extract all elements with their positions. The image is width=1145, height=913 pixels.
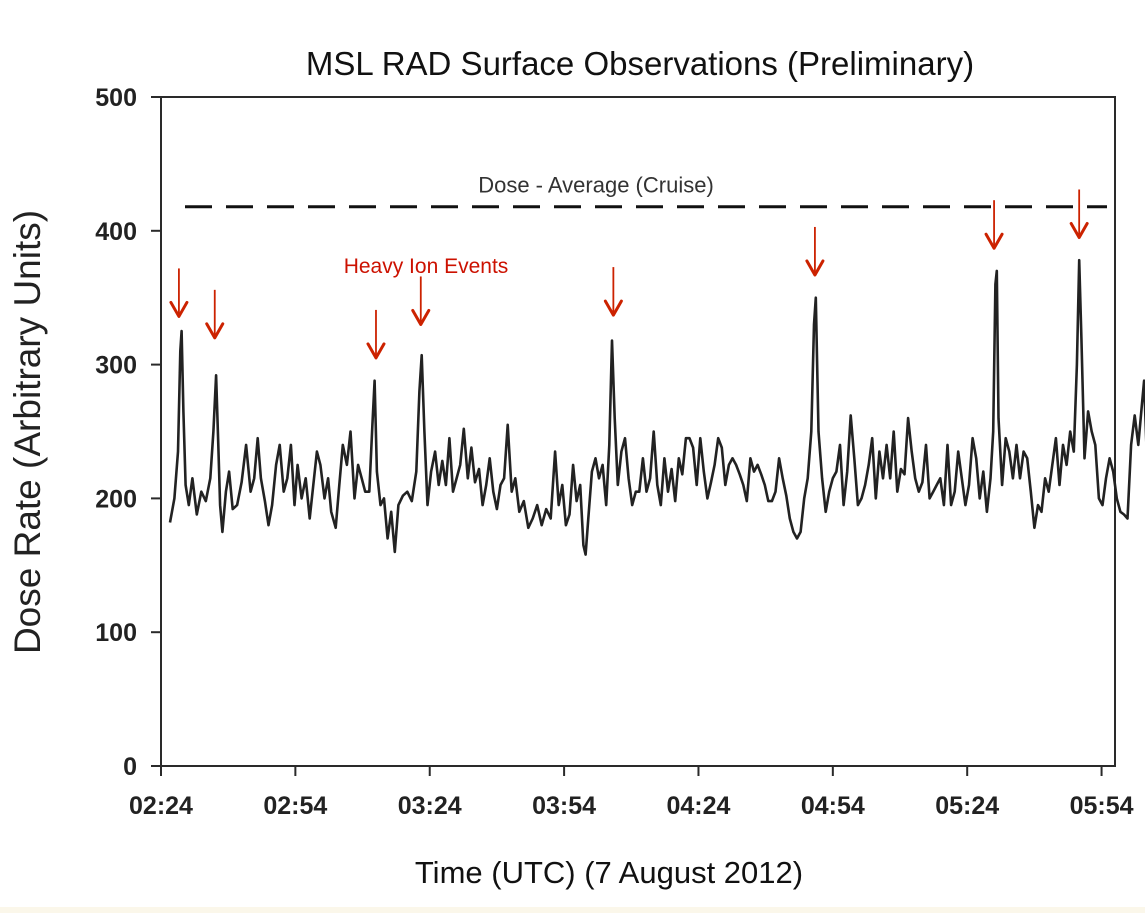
x-tick-label: 04:54 — [801, 792, 865, 820]
y-tick-label: 500 — [95, 84, 137, 112]
x-tick-label: 02:54 — [263, 792, 327, 820]
chart-title: MSL RAD Surface Observations (Preliminar… — [306, 45, 974, 82]
y-tick-label: 200 — [95, 485, 137, 513]
plot-area-frame — [160, 96, 1116, 767]
y-axis-label: Dose Rate (Arbitrary Units) — [7, 210, 48, 654]
y-tick-label: 100 — [95, 619, 137, 647]
cruise-average-label: Dose - Average (Cruise) — [478, 173, 714, 198]
heavy-ion-event-arrow — [205, 289, 225, 340]
heavy-ion-event-arrows — [169, 189, 1089, 360]
cruise-average-reference: Dose - Average (Cruise) — [185, 173, 1107, 209]
y-tick-label: 400 — [95, 218, 137, 246]
series-group — [168, 258, 1145, 556]
y-tick-label: 0 — [123, 753, 137, 781]
y-axis-ticks: 0 100 200 300 400 500 — [95, 84, 161, 781]
heavy-ion-event-arrow — [805, 226, 825, 277]
x-axis-ticks: 02:24 02:54 03:24 03:54 04:24 04:54 05:24 05:54 — [129, 766, 1134, 820]
dose-rate-series-line — [168, 258, 1145, 556]
heavy-ion-event-arrow — [169, 268, 189, 318]
x-tick-label: 05:24 — [935, 792, 999, 820]
x-tick-label: 05:54 — [1070, 792, 1134, 820]
x-tick-label: 02:24 — [129, 792, 193, 820]
y-tick-label: 300 — [95, 352, 137, 380]
heavy-ion-event-arrow — [603, 267, 623, 317]
x-tick-label: 03:24 — [398, 792, 462, 820]
bottom-strip — [0, 907, 1145, 913]
heavy-ion-event-arrow — [1069, 189, 1089, 239]
heavy-ion-events-label: Heavy Ion Events — [344, 255, 509, 278]
x-tick-label: 03:54 — [532, 792, 596, 820]
heavy-ion-event-arrow — [411, 276, 431, 326]
x-tick-label: 04:24 — [666, 792, 730, 820]
x-axis-label: Time (UTC) (7 August 2012) — [415, 855, 803, 890]
heavy-ion-event-arrow — [366, 309, 386, 360]
heavy-ion-event-arrow — [984, 200, 1004, 250]
